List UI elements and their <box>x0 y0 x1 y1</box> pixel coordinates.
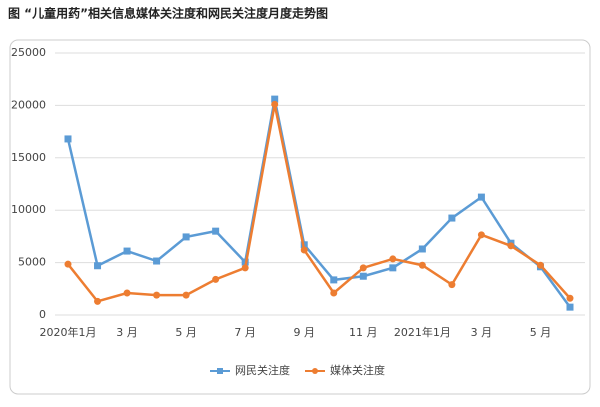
marker <box>123 247 131 255</box>
marker <box>359 272 367 280</box>
marker <box>300 246 308 254</box>
series-line <box>67 104 571 303</box>
marker <box>94 262 102 270</box>
chart-frame <box>9 39 591 395</box>
x-tick-label: 5 月 <box>175 326 197 339</box>
legend-label: 网民关注度 <box>235 363 290 377</box>
marker <box>566 303 574 311</box>
marker <box>477 193 485 201</box>
marker <box>212 275 220 283</box>
y-tick-label: 25000 <box>11 46 46 59</box>
x-tick-label: 2021年1月 <box>394 325 451 339</box>
marker <box>507 242 515 250</box>
marker <box>418 245 426 253</box>
marker <box>64 260 72 268</box>
y-tick-label: 15000 <box>11 151 46 164</box>
x-tick-label: 9 月 <box>293 326 315 339</box>
marker <box>330 276 338 284</box>
x-tick-label: 11 月 <box>349 326 378 339</box>
marker <box>448 281 456 289</box>
y-tick-label: 20000 <box>11 98 46 111</box>
y-tick-label: 5000 <box>18 256 46 269</box>
marker <box>477 231 485 239</box>
marker <box>94 297 102 305</box>
marker <box>153 257 161 265</box>
marker <box>182 291 190 299</box>
marker <box>64 135 72 143</box>
marker <box>448 214 456 222</box>
x-tick-label: 3 月 <box>471 326 493 339</box>
legend-label: 媒体关注度 <box>330 363 385 377</box>
x-tick-label: 3 月 <box>116 326 138 339</box>
marker <box>241 264 249 272</box>
marker <box>330 289 338 297</box>
marker <box>566 294 574 302</box>
y-tick-label: 10000 <box>11 203 46 216</box>
marker <box>389 255 397 263</box>
marker <box>271 100 279 108</box>
marker <box>271 95 279 103</box>
marker <box>359 264 367 272</box>
legend-marker <box>217 368 223 374</box>
x-tick-label: 2020年1月 <box>40 325 97 339</box>
x-tick-label: 7 月 <box>234 326 256 339</box>
marker <box>389 264 397 272</box>
marker <box>153 291 161 299</box>
marker <box>418 261 426 269</box>
marker <box>536 261 544 269</box>
y-tick-label: 0 <box>39 308 46 321</box>
x-tick-label: 5 月 <box>530 326 552 339</box>
marker <box>182 233 190 241</box>
series-line <box>66 98 572 308</box>
marker <box>212 227 220 235</box>
chart-title: 图 “儿童用药”相关信息媒体关注度和网民关注度月度走势图 <box>8 6 328 21</box>
marker <box>123 289 131 297</box>
legend-marker <box>312 368 318 374</box>
